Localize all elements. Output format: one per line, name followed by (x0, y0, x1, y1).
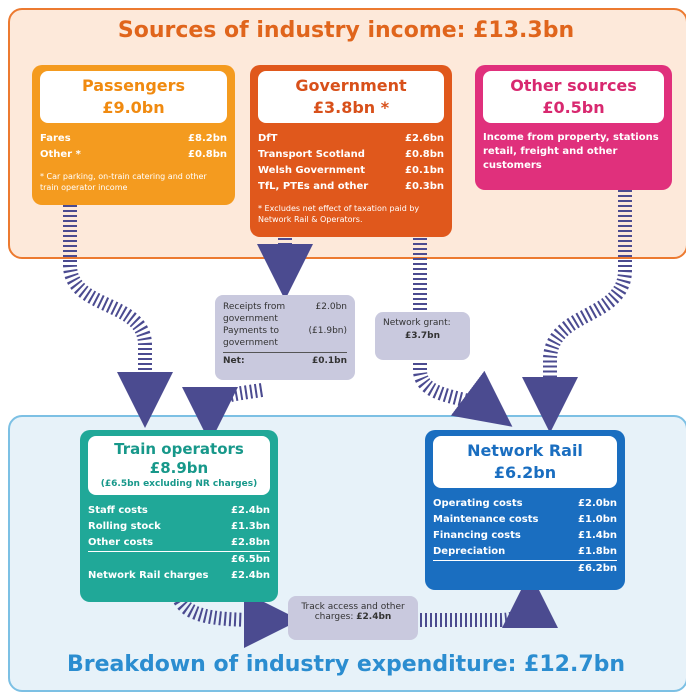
label: Rolling stock (88, 519, 161, 535)
value: £0.8bn (405, 147, 444, 163)
track (70, 205, 145, 400)
value: £0.3bn (405, 179, 444, 195)
label: Depreciation (433, 544, 505, 560)
network-rail-box: Network Rail£6.2bn Operating costs£2.0bn… (425, 430, 625, 590)
value: £8.2bn (188, 131, 227, 147)
value: £2.4bn (356, 612, 391, 622)
label: Transport Scotland (258, 147, 365, 163)
label: Maintenance costs (433, 512, 538, 528)
value: £1.0bn (578, 512, 617, 528)
value: £0.1bn (312, 353, 347, 369)
receipts-box: Receipts from government £2.0bn Payments … (215, 295, 355, 380)
train-operators-box: Train operators£8.9bn(£6.5bn excluding N… (80, 430, 278, 602)
value: £1.8bn (578, 544, 617, 560)
label: Welsh Government (258, 163, 365, 179)
box-subtitle: (£6.5bn excluding NR charges) (88, 478, 270, 491)
box-title: Other sources (483, 75, 664, 97)
value: £2.4bn (231, 568, 270, 584)
box-total: £0.5bn (483, 97, 664, 119)
label: Net: (223, 353, 245, 369)
box-total: £9.0bn (40, 97, 227, 119)
label: Network Rail charges (88, 568, 209, 584)
track (420, 600, 530, 620)
track (180, 600, 272, 620)
label: TfL, PTEs and other (258, 179, 368, 195)
description: Income from property, stations retail, f… (483, 131, 664, 173)
label: Payments to government (223, 325, 303, 349)
value: £2.0bn (316, 301, 347, 325)
box-total: £6.2bn (433, 462, 617, 484)
other-sources-box: Other sources£0.5bn Income from property… (475, 65, 672, 190)
track-access-box: Track access and other charges: £2.4bn (288, 596, 418, 640)
label: Financing costs (433, 528, 521, 544)
value: (£1.9bn) (309, 325, 347, 349)
box-total: £8.9bn (88, 459, 270, 478)
subtotal: £6.2bn (578, 561, 617, 577)
box-total: £3.8bn * (258, 97, 444, 119)
value: £0.8bn (188, 147, 227, 163)
subtotal: £6.5bn (231, 552, 270, 568)
box-title: Government (258, 75, 444, 97)
value: £1.4bn (578, 528, 617, 544)
value: £2.8bn (231, 535, 270, 551)
label: Other costs (88, 535, 153, 551)
passengers-box: Passengers£9.0bn Fares £8.2bn Other * £0.8… (32, 65, 235, 205)
box-title: Network Rail (433, 440, 617, 462)
value: £1.3bn (231, 519, 270, 535)
value: £0.1bn (405, 163, 444, 179)
value: £3.7bn (383, 331, 462, 341)
box-title: Passengers (40, 75, 227, 97)
track (210, 390, 262, 415)
track (550, 190, 625, 405)
label: DfT (258, 131, 277, 147)
box-title: Train operators (88, 440, 270, 459)
label: Receipts from government (223, 301, 303, 325)
network-grant-box: Network grant: £3.7bn (375, 312, 470, 360)
value: £2.4bn (231, 503, 270, 519)
note: * Car parking, on-train catering and oth… (40, 171, 227, 193)
value: £2.6bn (405, 131, 444, 147)
note: * Excludes net effect of taxation paid b… (258, 203, 444, 225)
value: £2.0bn (578, 496, 617, 512)
page: Sources of industry income: £13.3bn Brea… (0, 0, 686, 692)
label: Other * (40, 147, 81, 163)
government-box: Government£3.8bn * DfT £2.6bn Transport S… (250, 65, 452, 237)
label: Operating costs (433, 496, 523, 512)
label: Network grant: (383, 318, 462, 328)
label: Fares (40, 131, 71, 147)
label: Staff costs (88, 503, 148, 519)
